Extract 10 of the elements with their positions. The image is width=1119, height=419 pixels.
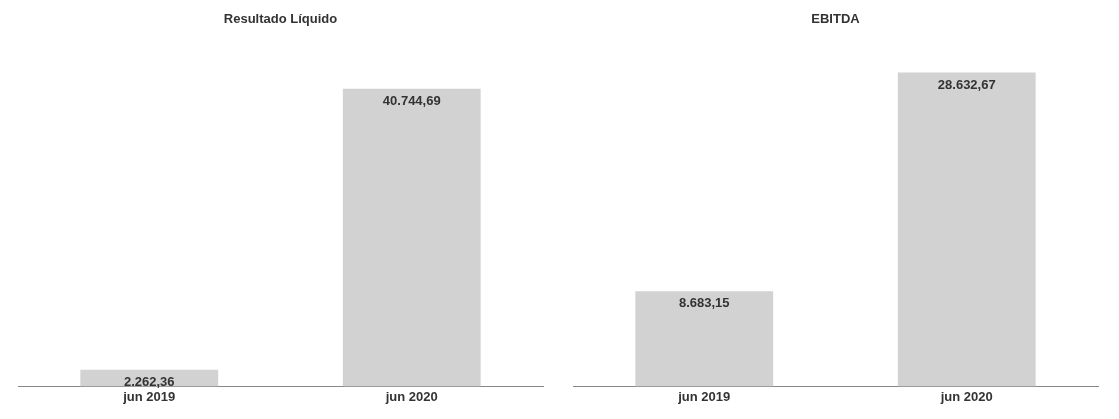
chart-title: EBITDA [811,11,861,27]
data-label: 40.744,69 [382,92,441,108]
x-tick-label: jun 2019 [122,388,176,404]
data-label: 8.683,15 [678,295,730,311]
x-tick-label: jun 2020 [939,388,993,404]
x-tick-label: jun 2020 [384,388,438,404]
data-label: 2.262,36 [123,373,175,389]
chart-title: Resultado Líquido [223,11,338,27]
x-tick-label: jun 2019 [677,388,731,404]
data-label: 28.632,67 [937,76,996,92]
